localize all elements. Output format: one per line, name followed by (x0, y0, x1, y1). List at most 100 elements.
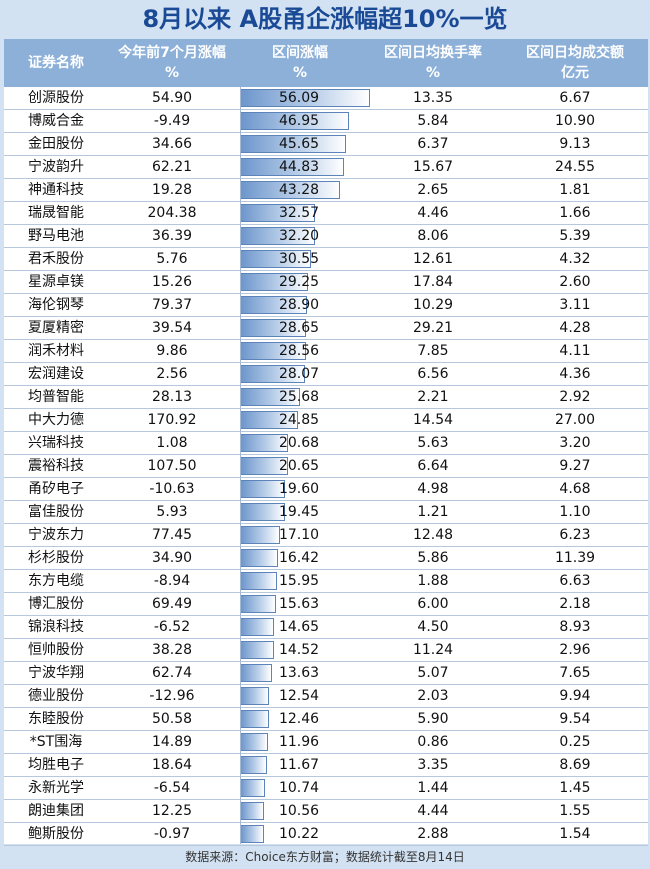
table-row: 瑞晟智能 204.38 32.57 4.46 1.66 (4, 202, 648, 225)
stock-name-cell: 创源股份 (28, 90, 84, 106)
stock-name-cell: 鲍斯股份 (28, 826, 84, 842)
volume-cell: 4.11 (559, 343, 591, 359)
turnover-cell: 14.54 (412, 412, 454, 428)
table-row: 恒帅股份 38.28 14.52 11.24 2.96 (4, 639, 648, 662)
range-change-cell: 11.96 (278, 734, 320, 750)
ytd-change-cell: 34.90 (151, 550, 193, 566)
turnover-cell: 29.21 (412, 320, 454, 336)
header-name: 证券名称 (4, 39, 108, 87)
turnover-cell: 3.35 (417, 757, 449, 773)
ytd-change-cell: 77.45 (151, 527, 193, 543)
ytd-change-cell: 5.76 (156, 251, 188, 267)
volume-cell: 3.11 (559, 297, 591, 313)
turnover-cell: 4.98 (417, 481, 449, 497)
turnover-cell: 12.48 (412, 527, 454, 543)
ytd-change-cell: 36.39 (151, 228, 193, 244)
volume-cell: 1.10 (559, 504, 591, 520)
table-row: 鲍斯股份 -0.97 10.22 2.88 1.54 (4, 823, 648, 846)
stock-name-cell: 金田股份 (28, 136, 84, 152)
volume-cell: 1.66 (559, 205, 591, 221)
range-change-cell: 45.65 (278, 136, 320, 152)
table-row: 震裕科技 107.50 20.65 6.64 9.27 (4, 455, 648, 478)
table-row: 德业股份 -12.96 12.54 2.03 9.94 (4, 685, 648, 708)
stock-name-cell: 宁波华翔 (28, 665, 84, 681)
stock-name-cell: 宁波韵升 (28, 159, 84, 175)
table-row: 润禾材料 9.86 28.56 7.85 4.11 (4, 340, 648, 363)
turnover-cell: 6.00 (417, 596, 449, 612)
table-row: 博汇股份 69.49 15.63 6.00 2.18 (4, 593, 648, 616)
table-row: 野马电池 36.39 32.20 8.06 5.39 (4, 225, 648, 248)
volume-cell: 6.67 (559, 90, 591, 106)
range-change-cell: 29.25 (278, 274, 320, 290)
stock-name-cell: 宁波东力 (28, 527, 84, 543)
table-row: 创源股份 54.90 56.09 13.35 6.67 (4, 87, 648, 110)
turnover-cell: 5.07 (417, 665, 449, 681)
table-row: 海伦钢琴 79.37 28.90 10.29 3.11 (4, 294, 648, 317)
table-row: 杉杉股份 34.90 16.42 5.86 11.39 (4, 547, 648, 570)
stock-name-cell: 均胜电子 (28, 757, 84, 773)
turnover-cell: 5.63 (417, 435, 449, 451)
volume-cell: 4.36 (559, 366, 591, 382)
table-row: 均普智能 28.13 25.68 2.21 2.92 (4, 386, 648, 409)
range-change-cell: 32.57 (278, 205, 320, 221)
turnover-cell: 15.67 (412, 159, 454, 175)
turnover-cell: 0.86 (417, 734, 449, 750)
ytd-change-cell: 69.49 (151, 596, 193, 612)
table-row: 神通科技 19.28 43.28 2.65 1.81 (4, 179, 648, 202)
turnover-cell: 8.06 (417, 228, 449, 244)
turnover-cell: 17.84 (412, 274, 454, 290)
ytd-change-cell: 54.90 (151, 90, 193, 106)
volume-cell: 9.54 (559, 711, 591, 727)
volume-cell: 27.00 (554, 412, 596, 428)
header-name-label: 证券名称 (28, 55, 84, 71)
range-change-cell: 25.68 (278, 389, 320, 405)
header-turnover-label: 区间日均换手率 (384, 45, 482, 61)
table-row: 甬矽电子 -10.63 19.60 4.98 4.68 (4, 478, 648, 501)
table-row: 永新光学 -6.54 10.74 1.44 1.45 (4, 777, 648, 800)
header-turnover: 区间日均换手率 % (364, 39, 502, 87)
header-ytd: 今年前7个月涨幅 % (108, 39, 236, 87)
volume-cell: 9.27 (559, 458, 591, 474)
volume-cell: 4.28 (559, 320, 591, 336)
range-change-cell: 56.09 (278, 90, 320, 106)
table-row: 兴瑞科技 1.08 20.68 5.63 3.20 (4, 432, 648, 455)
volume-cell: 8.69 (559, 757, 591, 773)
range-change-cell: 17.10 (278, 527, 320, 543)
table-row: *ST围海 14.89 11.96 0.86 0.25 (4, 731, 648, 754)
ytd-change-cell: 38.28 (151, 642, 193, 658)
ytd-change-cell: -10.63 (149, 481, 195, 497)
range-change-cell: 19.60 (278, 481, 320, 497)
table-row: 夏厦精密 39.54 28.65 29.21 4.28 (4, 317, 648, 340)
volume-cell: 4.32 (559, 251, 591, 267)
table-row: 宁波东力 77.45 17.10 12.48 6.23 (4, 524, 648, 547)
volume-cell: 11.39 (554, 550, 596, 566)
volume-cell: 1.45 (559, 780, 591, 796)
ytd-change-cell: 170.92 (147, 412, 197, 428)
range-change-cell: 20.68 (278, 435, 320, 451)
table-row: 君禾股份 5.76 30.55 12.61 4.32 (4, 248, 648, 271)
stock-name-cell: 中大力德 (28, 412, 84, 428)
ytd-change-cell: -6.52 (153, 619, 191, 635)
ytd-change-cell: 15.26 (151, 274, 193, 290)
range-change-cell: 24.85 (278, 412, 320, 428)
range-change-cell: 20.65 (278, 458, 320, 474)
ytd-change-cell: 9.86 (156, 343, 188, 359)
turnover-cell: 6.37 (417, 136, 449, 152)
turnover-cell: 6.56 (417, 366, 449, 382)
range-change-cell: 10.56 (278, 803, 320, 819)
header-ytd-label: 今年前7个月涨幅 (118, 45, 226, 61)
turnover-cell: 1.21 (417, 504, 449, 520)
volume-cell: 1.54 (559, 826, 591, 842)
header-range: 区间涨幅 % (236, 39, 364, 87)
stock-name-cell: 海伦钢琴 (28, 297, 84, 313)
ytd-change-cell: -0.97 (153, 826, 191, 842)
range-change-cell: 14.65 (278, 619, 320, 635)
stock-name-cell: 博威合金 (28, 113, 84, 129)
bar-axis-line (240, 87, 241, 844)
range-change-cell: 46.95 (278, 113, 320, 129)
data-table: 证券名称 今年前7个月涨幅 % 区间涨幅 % 区间日均换手率 % 区间日均成交额… (4, 39, 648, 846)
ytd-change-cell: 19.28 (151, 182, 193, 198)
range-change-cell: 28.90 (278, 297, 320, 313)
table-row: 东方电缆 -8.94 15.95 1.88 6.63 (4, 570, 648, 593)
turnover-cell: 5.90 (417, 711, 449, 727)
